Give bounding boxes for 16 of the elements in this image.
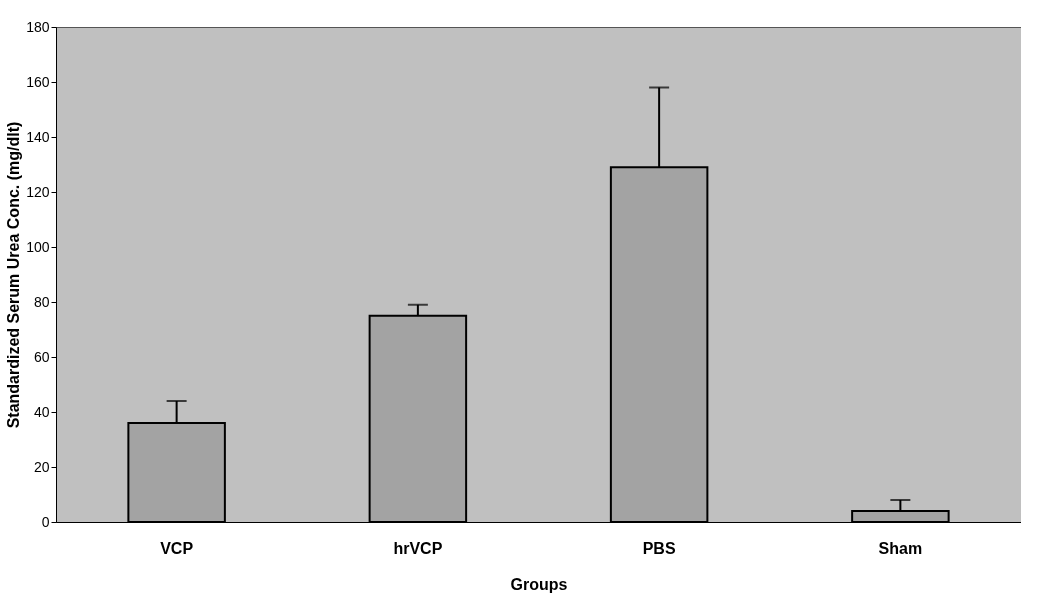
- y-tick-label: 120: [26, 183, 50, 200]
- x-tick-label: Sham: [878, 539, 923, 557]
- y-axis-title: Standardized Serum Urea Conc. (mg/dlt): [5, 121, 23, 429]
- y-tick-label: 60: [33, 348, 50, 365]
- y-tick-label: 80: [33, 293, 50, 310]
- x-tick-label: hrVCP: [393, 539, 443, 557]
- y-tick-label: 0: [41, 513, 50, 530]
- y-tick-label: 180: [26, 18, 50, 35]
- y-tick-label: 40: [33, 403, 50, 420]
- x-tick-label: PBS: [642, 539, 676, 557]
- y-tick-label: 140: [26, 128, 50, 145]
- y-tick-label: 160: [26, 73, 50, 90]
- x-tick-label: VCP: [160, 539, 194, 557]
- x-axis-title: Groups: [510, 575, 568, 593]
- y-tick-label: 100: [26, 238, 50, 255]
- y-tick-label: 20: [33, 458, 50, 475]
